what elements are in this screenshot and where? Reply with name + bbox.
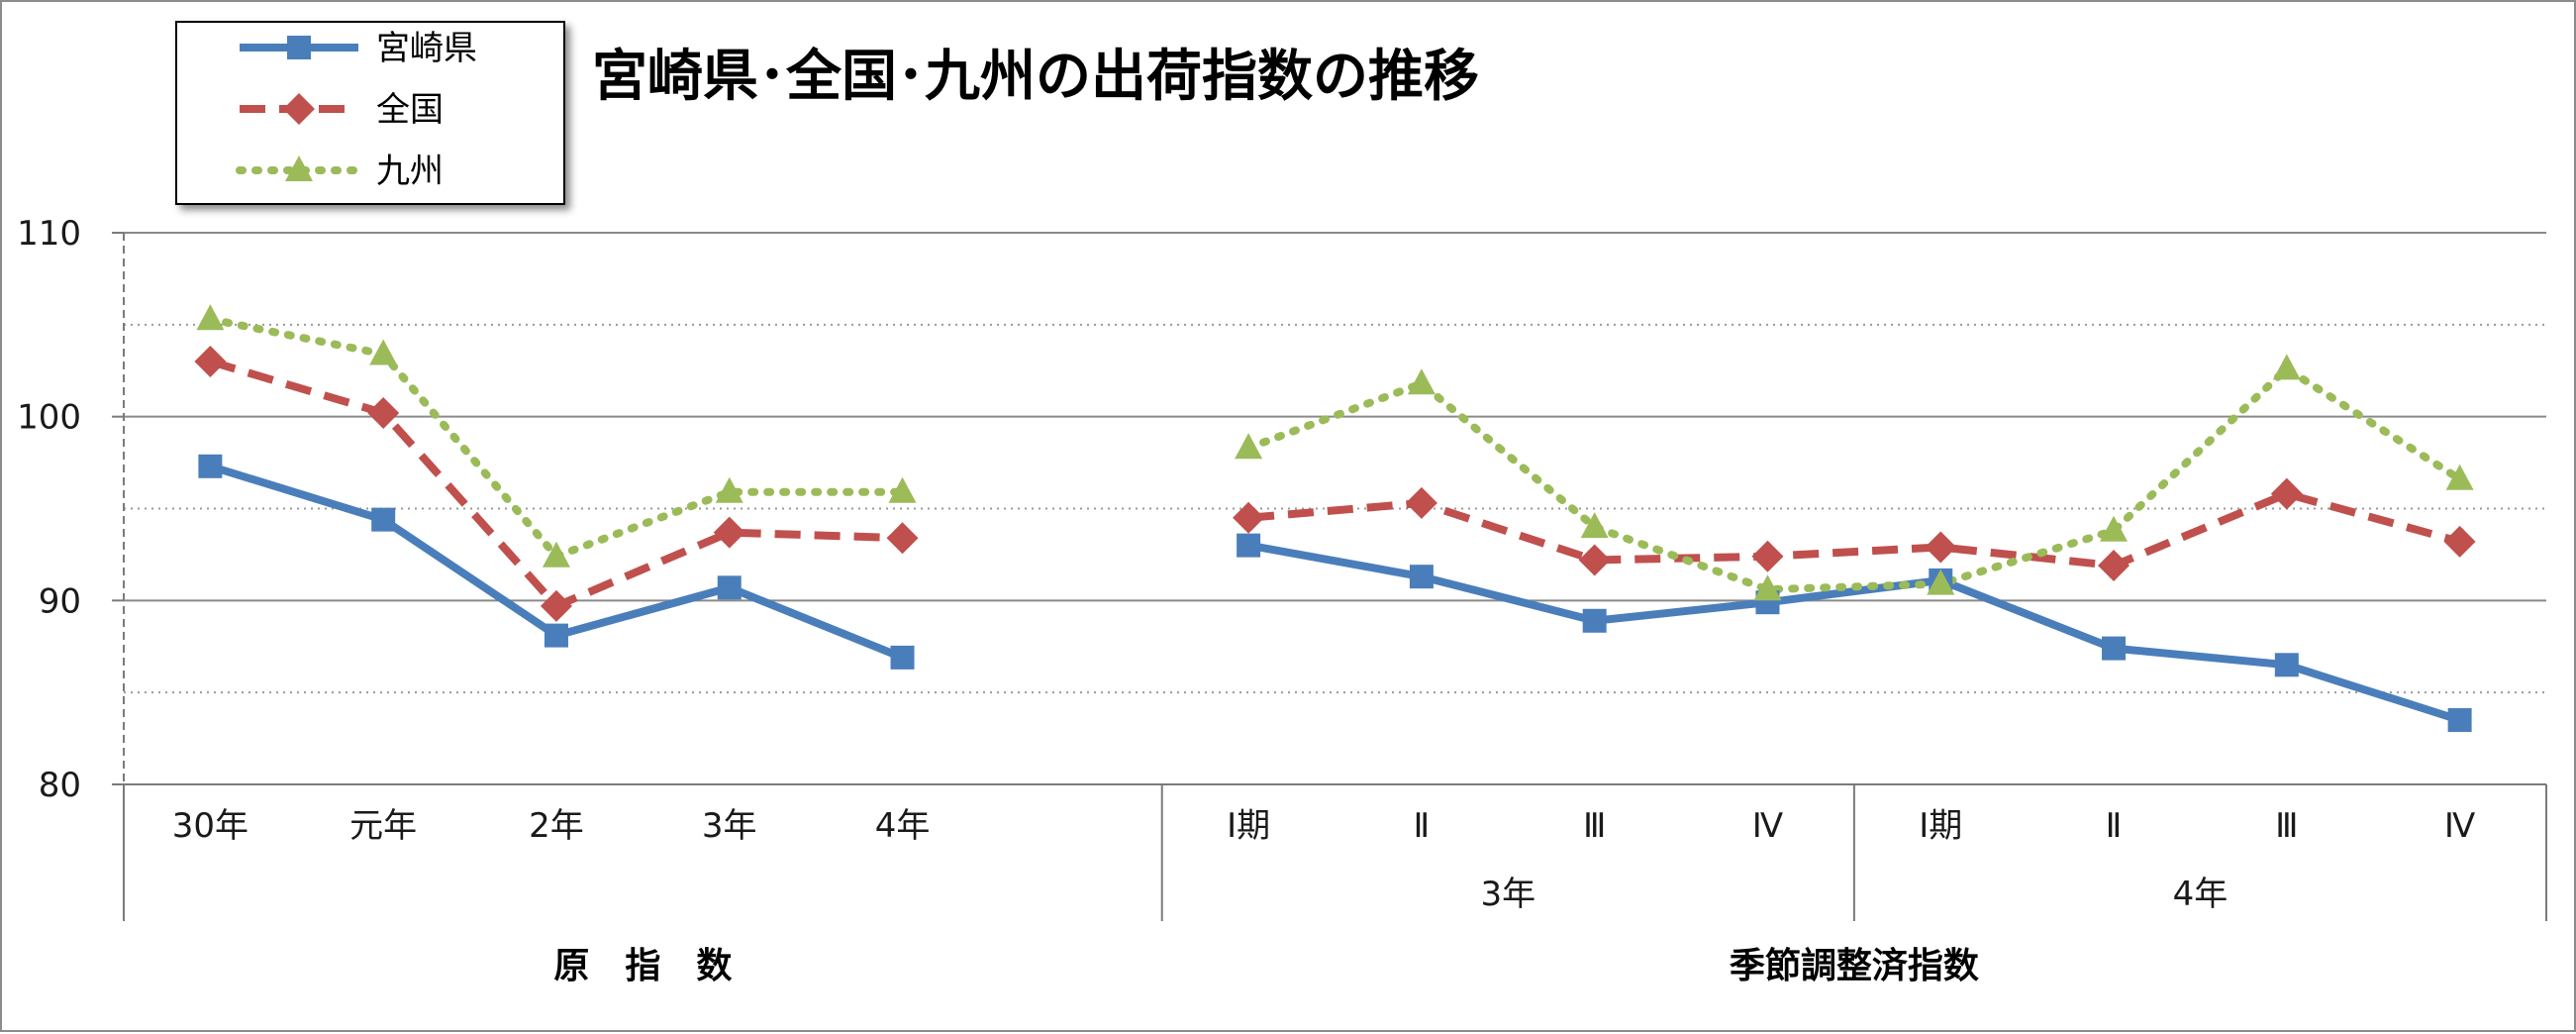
data-point (890, 645, 915, 670)
data-point (2272, 354, 2301, 380)
legend-label: 九州 (376, 152, 444, 191)
x-category-label: 元年 (349, 806, 417, 846)
x-category-label: Ⅲ (2275, 806, 2298, 846)
data-point (198, 454, 223, 478)
data-point (1235, 433, 1263, 460)
data-point (713, 516, 745, 549)
series-line (1247, 489, 2461, 570)
data-point (2098, 550, 2130, 582)
axis-labels: 80 90 100 110 30年 元年 2年 3年 4年 Ⅰ期 Ⅱ Ⅲ Ⅳ Ⅰ期 Ⅱ Ⅲ Ⅳ 3年 4年原 指 数… (17, 214, 2476, 986)
axes (112, 232, 2547, 921)
x-category-label: 2年 (529, 806, 584, 846)
data-point (544, 623, 568, 648)
data-point (2443, 525, 2476, 558)
data-point (194, 345, 227, 377)
data-point (1580, 512, 1609, 539)
x-category-label: Ⅳ (2444, 806, 2476, 846)
data-point (886, 522, 919, 555)
x-category-label: 4年 (875, 806, 931, 846)
data-markers (194, 304, 2476, 733)
data-point (715, 476, 743, 503)
data-point (1407, 368, 1436, 395)
y-tick-label: 90 (39, 581, 81, 621)
series-line (209, 358, 903, 610)
data-point (2270, 477, 2303, 510)
data-point (1405, 486, 1437, 519)
data-point (2102, 636, 2127, 661)
data-point (2100, 515, 2129, 542)
data-point (367, 396, 400, 429)
data-point (717, 575, 742, 600)
legend-label: 全国 (376, 90, 444, 130)
data-point (196, 304, 225, 331)
data-point (1237, 533, 1261, 558)
data-point (888, 476, 917, 503)
data-point (1582, 608, 1607, 633)
legend-marker (287, 36, 311, 59)
series-line (1244, 364, 2464, 594)
data-point (1751, 540, 1784, 572)
x-category-label: Ⅱ (2106, 806, 2123, 846)
data-point (1927, 569, 1955, 595)
data-point (371, 507, 396, 532)
x-category-label: Ⅳ (1752, 806, 1784, 846)
data-point (540, 589, 572, 622)
data-point (1925, 531, 1957, 564)
y-tick-label: 100 (17, 398, 81, 438)
y-tick-label: 110 (17, 214, 81, 254)
x-year-label: 4年 (2173, 875, 2229, 914)
x-category-label: Ⅲ (1583, 806, 1606, 846)
series-line (1247, 541, 2461, 724)
x-category-label: Ⅱ (1414, 806, 1431, 846)
x-group-label: 季節調整済指数 (1730, 946, 1979, 986)
x-group-label: 原 指 数 (553, 946, 732, 986)
data-point (1578, 544, 1611, 576)
x-category-label: Ⅰ期 (1919, 806, 1962, 846)
x-category-label: 3年 (702, 806, 757, 846)
data-point (1233, 501, 1265, 534)
series-line (206, 315, 907, 561)
legend-marker (285, 155, 313, 181)
x-category-label: Ⅰ期 (1227, 806, 1270, 846)
legend-box-shadow (175, 21, 565, 205)
legend-marker (283, 93, 315, 125)
data-point (369, 339, 398, 365)
x-category-label: 30年 (172, 806, 248, 846)
y-tick-label: 80 (39, 766, 81, 805)
data-point (542, 541, 570, 568)
x-year-label: 3年 (1480, 875, 1536, 914)
legend-label: 宮崎県 (376, 29, 477, 68)
chart-title: 宮崎県･全国･九州の出荷指数の推移 (592, 45, 1479, 109)
data-point (2274, 653, 2299, 677)
data-point (2445, 464, 2474, 490)
data-point (1409, 565, 1434, 589)
data-point (2447, 708, 2472, 733)
data-point (1753, 574, 1782, 601)
